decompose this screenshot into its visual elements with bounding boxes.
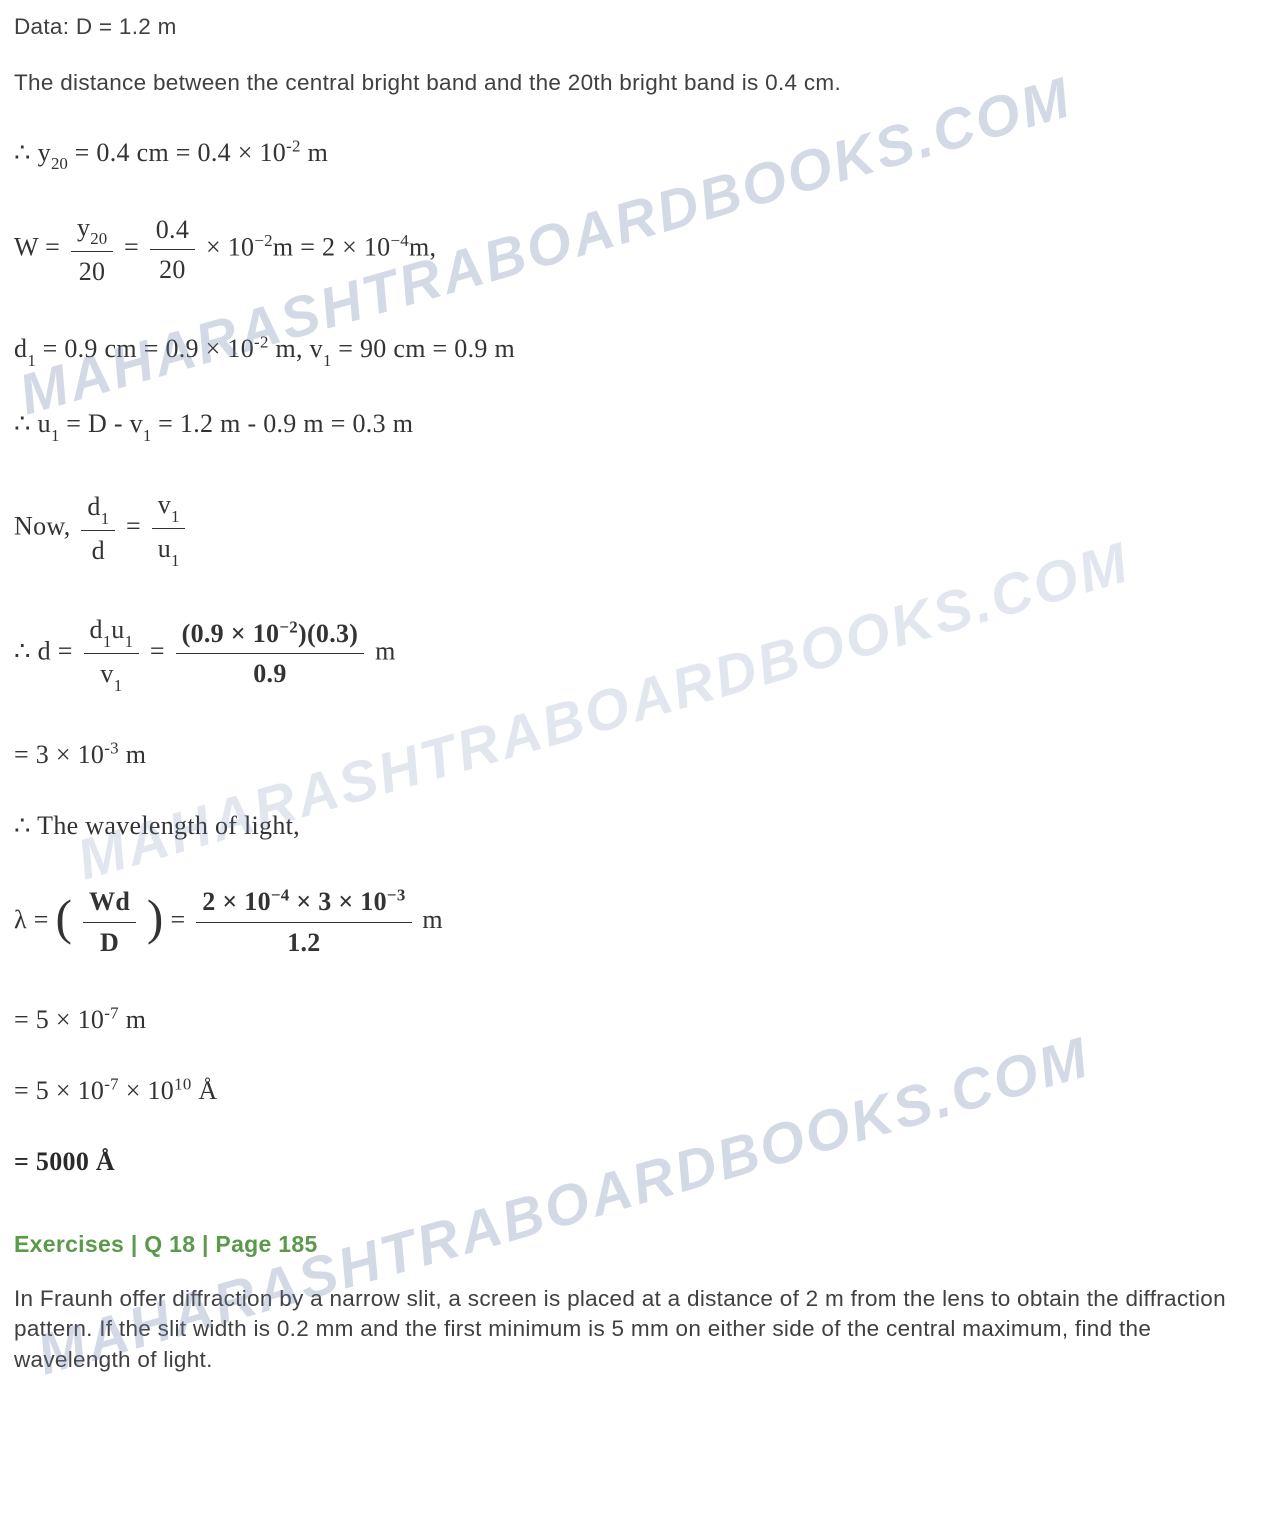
l-f1d: D	[83, 922, 136, 960]
eq-lambda-final: = 5000 Å	[14, 1144, 1274, 1179]
intro-line: The distance between the central bright …	[14, 68, 1274, 98]
exercises-question: In Fraunh offer diffraction by a narrow …	[14, 1284, 1274, 1375]
l-f2na: 2 × 10	[202, 887, 271, 916]
l-f2s2: −3	[387, 886, 406, 905]
d-f1ns: 1	[103, 632, 111, 651]
w-den: 20	[71, 251, 113, 289]
now-prefix: Now,	[14, 511, 77, 540]
w-mid2-tail: m,	[409, 232, 436, 261]
d-prefix: ∴ d =	[14, 636, 80, 665]
l-f2s1: −4	[271, 886, 290, 905]
eq-W-prefix: W =	[14, 232, 67, 261]
eq-y20: ∴ y20 = 0.4 cm = 0.4 × 10-2 m	[14, 135, 1274, 174]
l-tail: m	[422, 905, 443, 934]
d-f2na: (0.9 × 10	[182, 619, 280, 648]
now-f1n: d	[87, 492, 100, 521]
eq-now: Now, d1 d = v1 u1	[14, 487, 1274, 570]
w2-den: 20	[150, 249, 195, 287]
w-mid-tail: m = 2 × 10	[273, 232, 391, 261]
eq: =	[124, 232, 146, 261]
d-f2ns: −2	[279, 617, 298, 636]
now-f2ns: 1	[171, 507, 179, 526]
l-f2d: 1.2	[196, 922, 411, 960]
d-f2nb: )(0.3)	[298, 619, 358, 648]
eq-W: W = y20 20 = 0.4 20 × 10−2m = 2 × 10−4m,	[14, 210, 1274, 289]
d-f2d: 0.9	[176, 653, 365, 691]
wavelength-intro: ∴ The wavelength of light,	[14, 808, 1274, 843]
w-mid-sup: −2	[254, 231, 273, 250]
eq-d-val: = 3 × 10-3 m	[14, 737, 1274, 772]
d-tail: m	[375, 636, 396, 665]
d-f1ds: 1	[114, 676, 122, 695]
w2-num: 0.4	[150, 212, 195, 249]
eq-u1: ∴ u1 = D - v1 = 1.2 m - 0.9 m = 0.3 m	[14, 406, 1274, 445]
data-line: Data: D = 1.2 m	[14, 12, 1274, 42]
l-f1n: Wd	[83, 884, 136, 921]
now-f2d: u	[158, 534, 171, 563]
eq-lambda-m: = 5 × 10-7 m	[14, 1002, 1274, 1037]
exercises-heading: Exercises | Q 18 | Page 185	[14, 1231, 1274, 1258]
now-f1d: d	[81, 530, 115, 568]
d-f1n: d	[90, 615, 103, 644]
now-f2n: v	[158, 490, 171, 519]
eq-d1: d1 = 0.9 cm = 0.9 × 10-2 m, v1 = 90 cm =…	[14, 331, 1274, 370]
l-f2nb: × 3 × 10	[290, 887, 387, 916]
now-f2ds: 1	[171, 551, 179, 570]
eq-lambda: λ = ( Wd D ) = 2 × 10−4 × 3 × 10−3 1.2 m	[14, 879, 1274, 960]
w-mid: × 10	[206, 232, 254, 261]
eq-d-solved: ∴ d = d1u1 v1 = (0.9 × 10−2)(0.3) 0.9 m	[14, 612, 1274, 695]
eq: =	[170, 905, 192, 934]
w-num: y	[77, 213, 90, 242]
d-f1n2s: 1	[125, 632, 133, 651]
eq: =	[126, 511, 148, 540]
w-num-sub: 20	[90, 229, 107, 248]
eq: =	[150, 636, 172, 665]
l-prefix: λ =	[14, 905, 55, 934]
eq-lambda-angstrom: = 5 × 10-7 × 1010 Å	[14, 1073, 1274, 1108]
now-f1ns: 1	[101, 509, 109, 528]
d-f1d: v	[100, 659, 113, 688]
d-f1n2: u	[111, 615, 124, 644]
w-mid2-sup: −4	[390, 231, 409, 250]
